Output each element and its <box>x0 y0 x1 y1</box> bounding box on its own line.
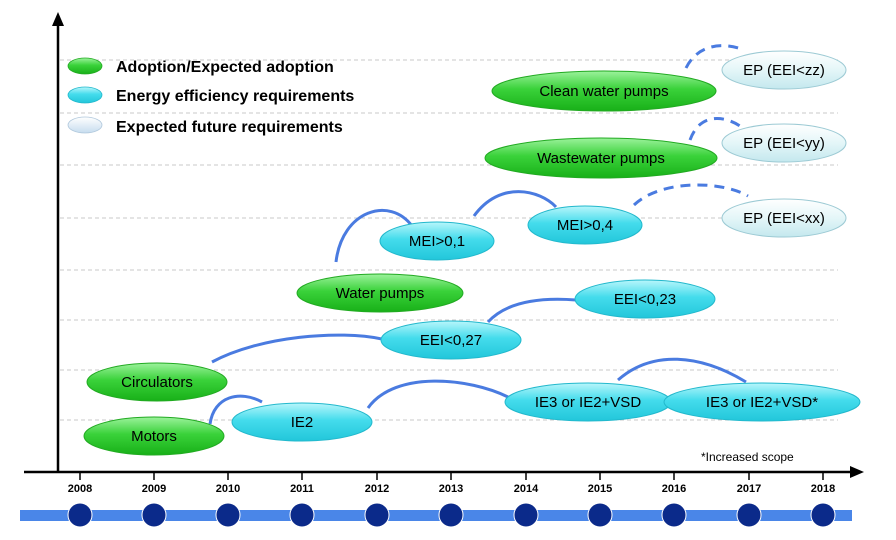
node-label: EP (EEI<xx) <box>743 210 825 227</box>
connectors <box>208 44 749 425</box>
year-label: 2013 <box>439 483 463 495</box>
node-motors: Motors <box>83 416 225 456</box>
x-axis-arrow-icon <box>850 466 864 478</box>
year-label: 2009 <box>142 483 166 495</box>
node-label: EP (EEI<zz) <box>743 62 825 79</box>
node-ie3-vsd: IE3 or IE2+VSD <box>504 382 672 422</box>
node-circulators: Circulators <box>86 362 228 402</box>
node-label: IE2 <box>291 414 314 431</box>
timeline-dot <box>438 502 464 528</box>
legend-adoption-swatch <box>67 57 103 75</box>
node-ep-yy: EP (EEI<yy) <box>721 123 847 163</box>
node-label: Water pumps <box>336 285 425 302</box>
node-mei-01: MEI>0,1 <box>379 221 495 261</box>
node-clean-water-pumps: Clean water pumps <box>491 70 717 112</box>
legend-future-label: Expected future requirements <box>116 119 343 136</box>
year-label: 2015 <box>588 483 612 495</box>
node-ie3-vsd-scope: IE3 or IE2+VSD* <box>663 382 861 422</box>
node-ie2: IE2 <box>231 402 373 442</box>
year-axis: 2008 2009 2010 2011 2012 2013 2014 2015 … <box>68 472 835 495</box>
node-eei-023: EEI<0,23 <box>574 279 716 319</box>
connector-eei027-eei023 <box>486 297 577 324</box>
efficiency-nodes: MEI>0,1 MEI>0,4 EEI<0,23 EEI<0,27 IE3 or… <box>231 205 861 442</box>
node-label: Clean water pumps <box>539 83 668 100</box>
timeline-bar <box>20 502 852 528</box>
connector-mei04-epxx <box>632 183 749 207</box>
node-label: EEI<0,23 <box>614 291 676 308</box>
year-label: 2012 <box>365 483 389 495</box>
connector-circulators-eei027 <box>211 333 383 364</box>
node-label: MEI>0,4 <box>557 217 613 234</box>
node-ep-zz: EP (EEI<zz) <box>721 50 847 90</box>
connector-ie3-ie3scope <box>617 357 747 384</box>
year-label: 2017 <box>737 483 761 495</box>
footnote: *Increased scope <box>701 450 794 464</box>
node-label: Circulators <box>121 374 193 391</box>
adoption-nodes: Clean water pumps Wastewater pumps Water… <box>83 70 718 456</box>
legend-future-swatch <box>67 116 103 134</box>
timeline-dot <box>141 502 167 528</box>
timeline-dot <box>215 502 241 528</box>
connector-waterpumps-mei01 <box>334 208 414 263</box>
connector-ie2-ie3 <box>366 379 509 409</box>
legend: Adoption/Expected adoption Energy effici… <box>67 57 354 136</box>
legend-efficiency-swatch <box>67 86 103 104</box>
node-label: Wastewater pumps <box>537 150 665 167</box>
timeline-dot <box>587 502 613 528</box>
year-label: 2010 <box>216 483 240 495</box>
connector-cleanwater-epzz <box>684 44 745 69</box>
year-label: 2008 <box>68 483 92 495</box>
timeline-dot <box>810 502 836 528</box>
timeline-dot <box>289 502 315 528</box>
node-water-pumps: Water pumps <box>296 273 464 313</box>
legend-adoption-label: Adoption/Expected adoption <box>116 59 334 76</box>
future-nodes: EP (EEI<zz) EP (EEI<yy) EP (EEI<xx) <box>721 50 847 238</box>
timeline-dot <box>67 502 93 528</box>
connector-motors-ie2 <box>208 394 263 425</box>
node-label: Motors <box>131 428 177 445</box>
year-label: 2014 <box>514 483 539 495</box>
timeline-dot <box>661 502 687 528</box>
timeline-dot <box>513 502 539 528</box>
node-label: EEI<0,27 <box>420 332 482 349</box>
node-ep-xx: EP (EEI<xx) <box>721 198 847 238</box>
legend-efficiency-label: Energy efficiency requirements <box>116 88 354 105</box>
year-label: 2011 <box>290 483 314 495</box>
node-wastewater-pumps: Wastewater pumps <box>484 137 718 179</box>
year-label: 2016 <box>662 483 686 495</box>
timeline-dot <box>364 502 390 528</box>
node-label: IE3 or IE2+VSD <box>535 394 641 411</box>
connector-mei01-mei04 <box>472 190 558 217</box>
y-axis-arrow-icon <box>52 12 64 26</box>
node-label: MEI>0,1 <box>409 233 465 250</box>
timeline-dot <box>736 502 762 528</box>
node-label: IE3 or IE2+VSD* <box>706 394 818 411</box>
year-label: 2018 <box>811 483 835 495</box>
node-mei-04: MEI>0,4 <box>527 205 643 245</box>
node-label: EP (EEI<yy) <box>743 135 825 152</box>
connector-wastewater-epyy <box>688 117 741 141</box>
node-eei-027: EEI<0,27 <box>380 320 522 360</box>
axes <box>24 12 864 478</box>
